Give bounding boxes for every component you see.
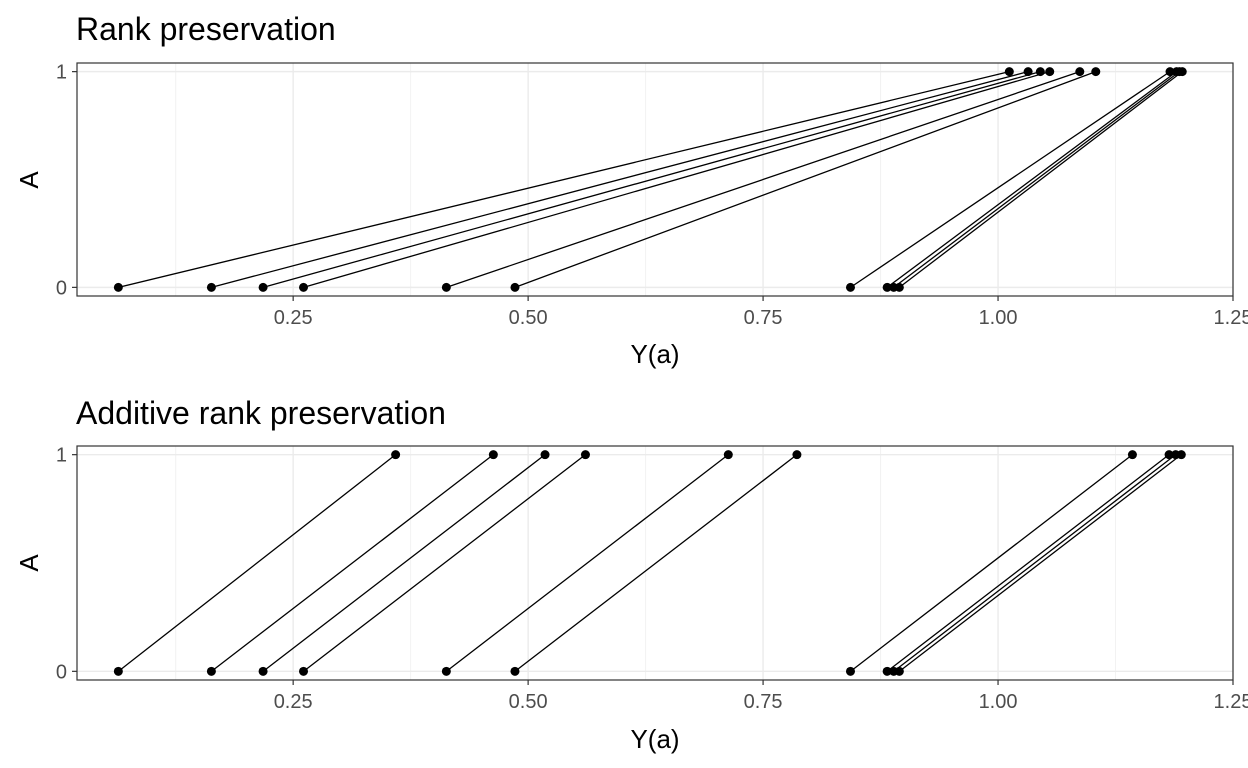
panel-additive-rank-preservation: Additive rank preservation 0.25 0.50 0.75 1… [14,395,1248,754]
data-point [391,450,401,460]
x-tick-label: 0.25 [274,307,313,329]
data-point [1035,67,1045,77]
data-point [580,450,590,460]
data-point [1165,67,1175,77]
data-segment [850,71,1171,288]
data-segment [898,71,1183,288]
data-segment [303,454,586,672]
data-point [258,282,268,292]
data-segment [445,454,729,672]
data-point [510,282,520,292]
data-point [299,666,309,676]
data-point [206,282,216,292]
data-point [1164,450,1174,460]
x-tick-label: 0.50 [509,307,548,329]
plot-area [77,63,1233,296]
data-point [113,282,123,292]
panel-title: Additive rank preservation [76,395,446,431]
x-tick-label: 1.25 [1214,691,1248,713]
data-point [894,282,904,292]
data-point [792,450,802,460]
y-axis-ticks: 01 [56,445,77,683]
data-point [299,282,309,292]
data-point [206,666,216,676]
data-segment [118,70,1010,289]
data-segment [893,454,1177,672]
x-tick-label: 0.75 [744,691,783,713]
plot-border [76,62,1234,297]
data-point [1075,67,1085,77]
data-segment [446,71,1081,288]
data-point [1023,67,1033,77]
data-point [540,450,550,460]
data-point [441,666,451,676]
x-axis-ticks: 0.25 0.50 0.75 1.00 1.25 [274,296,1248,329]
data-segment [262,454,546,672]
data-segment [211,454,494,672]
x-tick-label: 0.75 [744,307,783,329]
x-axis-title: Y(a) [630,339,679,369]
plot-border [76,445,1234,681]
data-marks [113,450,1186,676]
panel-rank-preservation: Rank preservation 0.25 0.50 0.75 1.00 1.25 0… [14,11,1248,369]
y-tick-label: 1 [56,62,67,84]
data-point [510,666,520,676]
y-axis-ticks: 01 [56,62,77,299]
data-point [488,450,498,460]
data-point [723,450,733,460]
data-segment [303,71,1050,288]
data-point [441,282,451,292]
y-tick-label: 0 [56,661,67,683]
data-point [894,666,904,676]
data-marks [113,67,1187,292]
data-point [1177,67,1187,77]
data-point [845,282,855,292]
y-axis-title: A [14,171,44,189]
y-axis-title: A [14,554,44,572]
x-tick-label: 1.25 [1214,307,1248,329]
data-point [1127,450,1137,460]
data-segment [886,71,1177,288]
data-point [1091,67,1101,77]
data-segment [886,454,1170,672]
y-tick-label: 0 [56,277,67,299]
data-point [1045,67,1055,77]
data-segment [262,71,1041,288]
x-tick-label: 0.50 [509,691,548,713]
data-segment [514,454,798,672]
data-point [845,666,855,676]
data-segment [514,71,1097,288]
data-segment [211,71,1029,288]
x-tick-label: 1.00 [979,691,1018,713]
data-point [1176,450,1186,460]
data-point [1004,67,1014,77]
data-segment [850,454,1133,672]
data-point [882,666,892,676]
x-tick-label: 1.00 [979,307,1018,329]
x-axis-ticks: 0.25 0.50 0.75 1.00 1.25 [274,680,1248,713]
y-tick-label: 1 [56,445,67,467]
data-segment [893,71,1180,288]
x-axis-title: Y(a) [630,724,679,754]
data-segment [117,454,397,672]
x-tick-label: 0.25 [274,691,313,713]
data-segment [898,454,1182,672]
data-point [882,282,892,292]
data-point [258,666,268,676]
grid-lines [77,446,1234,680]
data-point [113,666,123,676]
panel-title: Rank preservation [76,11,336,47]
